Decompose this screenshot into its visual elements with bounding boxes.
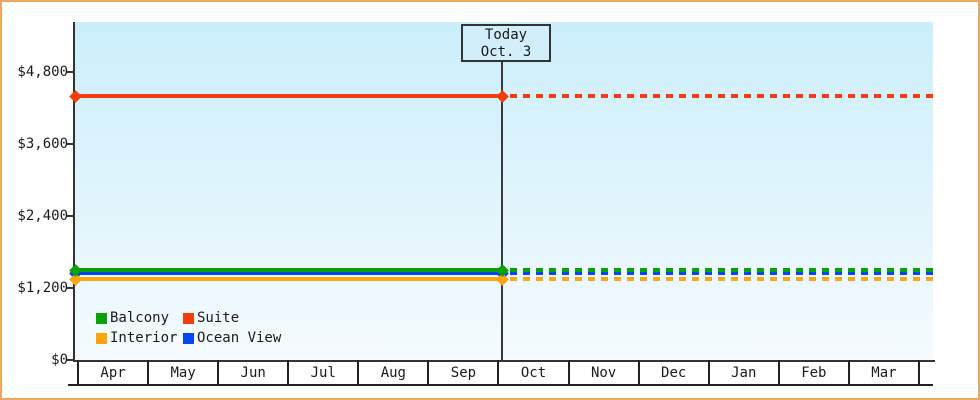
today-label: Today — [484, 27, 528, 43]
month-divider — [777, 360, 780, 386]
suite-line-dashed — [510, 94, 933, 98]
month-divider — [637, 360, 640, 386]
month-divider — [707, 360, 710, 386]
legend-label: Ocean View — [197, 330, 282, 346]
y-tick-label: $2,400 — [17, 208, 68, 224]
month-cell-jun: Jun — [219, 362, 288, 384]
y-tick-mark — [67, 71, 74, 73]
month-cell-empty — [919, 362, 933, 384]
plot-area — [75, 22, 933, 360]
month-cell-oct: Oct — [499, 362, 568, 384]
month-cell-jul: Jul — [289, 362, 358, 384]
legend-label: Balcony — [110, 310, 170, 326]
month-divider — [287, 360, 290, 386]
month-cell-sep: Sep — [429, 362, 498, 384]
month-cell-feb: Feb — [779, 362, 848, 384]
ocean-view-swatch-icon — [183, 332, 194, 344]
month-cell-mar: Mar — [849, 362, 918, 384]
ocean-view-line-dashed — [510, 271, 933, 275]
month-cell-dec: Dec — [639, 362, 708, 384]
y-tick-label: $0 — [51, 352, 68, 368]
month-cell-may: May — [149, 362, 218, 384]
month-cell-apr: Apr — [79, 362, 148, 384]
suite-swatch-icon — [183, 312, 194, 324]
legend-entry-ocean-view: Ocean View — [183, 330, 282, 346]
month-cell-jan: Jan — [709, 362, 778, 384]
legend-label: Interior — [110, 330, 178, 346]
y-tick-label: $4,800 — [17, 64, 68, 80]
suite-line-solid — [75, 94, 502, 98]
month-cell-nov: Nov — [569, 362, 638, 384]
y-tick-label: $3,600 — [17, 136, 68, 152]
balcony-swatch-icon — [96, 312, 107, 324]
legend-entry-suite: Suite — [183, 310, 281, 326]
legend-entry-balcony: Balcony — [96, 310, 183, 326]
month-divider — [217, 360, 220, 386]
legend: Balcony Suite Interior Ocean View — [96, 310, 282, 346]
y-axis-line — [73, 22, 75, 362]
today-annotation-box: Today Oct. 3 — [461, 24, 551, 62]
month-divider — [147, 360, 150, 386]
today-vertical-line — [501, 62, 503, 360]
today-date: Oct. 3 — [480, 44, 532, 60]
month-divider — [77, 360, 79, 386]
month-band-bottom-border — [68, 384, 933, 386]
interior-line-dashed — [510, 277, 933, 281]
x-axis-line — [73, 360, 935, 362]
month-divider — [567, 360, 570, 386]
y-tick-mark — [67, 143, 74, 145]
y-tick-mark — [67, 287, 74, 289]
month-cell-aug: Aug — [359, 362, 428, 384]
month-divider — [427, 360, 430, 386]
month-divider — [917, 360, 920, 386]
y-tick-label: $1,200 — [17, 280, 68, 296]
month-divider — [847, 360, 850, 386]
ocean-view-line-solid — [75, 271, 502, 275]
month-divider — [357, 360, 360, 386]
balcony-line-solid — [75, 268, 502, 272]
balcony-line-dashed — [510, 268, 933, 272]
y-tick-mark — [67, 359, 74, 361]
legend-label: Suite — [197, 310, 240, 326]
month-divider — [497, 360, 500, 386]
legend-entry-interior: Interior — [96, 330, 183, 346]
interior-line-solid — [75, 277, 502, 281]
y-tick-mark — [67, 215, 74, 217]
interior-swatch-icon — [96, 332, 107, 344]
